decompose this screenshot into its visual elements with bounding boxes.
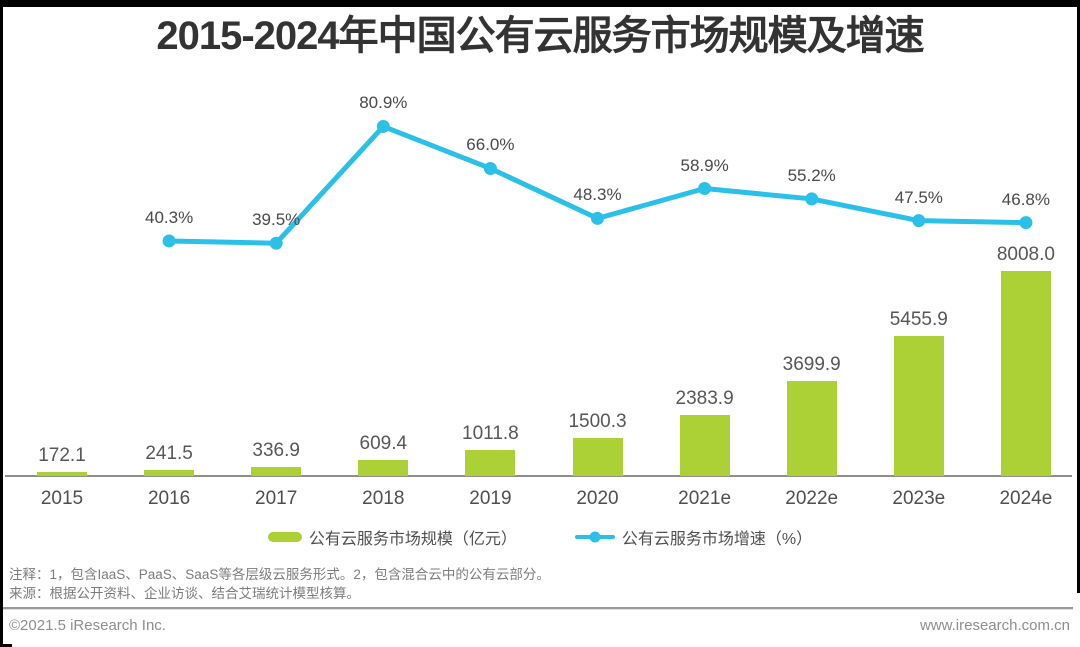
growth-line-point xyxy=(483,161,497,175)
bar-value-label-2018: 609.4 xyxy=(359,433,408,455)
growth-line-point xyxy=(698,182,712,196)
bar-value-label-2024e: 8008.0 xyxy=(996,244,1055,265)
market-size-bar-2021e xyxy=(679,414,730,476)
growth-value-label-2022e: 55.2% xyxy=(787,165,836,185)
bar-value-label-2015: 172.1 xyxy=(38,444,86,466)
bar-value-label-2017: 336.9 xyxy=(252,440,300,462)
legend-label-market-size: 公有云服务市场规模（亿元） xyxy=(308,531,517,548)
growth-value-label-2023e: 47.5% xyxy=(894,187,943,207)
market-size-bar-2020 xyxy=(572,437,623,476)
legend-item-growth-rate: 公有云服务市场增速（%） xyxy=(574,525,813,549)
growth-line-point xyxy=(591,211,604,225)
growth-value-label-2018: 80.9% xyxy=(359,93,408,113)
growth-value-label-2020: 48.3% xyxy=(573,185,622,205)
bar-series-swatch-icon xyxy=(267,532,302,542)
market-size-bar-2022e xyxy=(786,381,837,476)
window-edge-top xyxy=(0,0,1080,7)
website-url-text: www.iresearch.com.cn xyxy=(919,617,1070,634)
market-size-bar-2015 xyxy=(37,471,87,476)
growth-line-point xyxy=(376,119,390,133)
x-axis-label-2018: 2018 xyxy=(362,488,405,509)
note-line-2: 来源：根据公开资料、企业访谈、结合艾瑞统计模型核算。 xyxy=(9,586,360,601)
growth-line-point xyxy=(269,236,283,250)
note-line-1: 注释：1，包含IaaS、PaaS、SaaS等各层级云服务形式。2，包含混合云中的… xyxy=(9,567,550,582)
x-axis-label-2021e: 2021e xyxy=(678,488,732,509)
x-axis-label-2019: 2019 xyxy=(469,488,512,509)
bar-value-label-2022e: 3699.9 xyxy=(782,354,841,376)
x-axis-label-2016: 2016 xyxy=(147,488,191,509)
growth-line-point xyxy=(1019,216,1033,230)
bar-value-label-2016: 241.5 xyxy=(145,442,193,464)
x-axis-label-2015: 2015 xyxy=(40,488,84,509)
x-axis-label-2017: 2017 xyxy=(255,488,298,509)
growth-value-label-2021e: 58.9% xyxy=(680,155,729,175)
window-edge-bottom-left xyxy=(0,644,12,647)
copyright-text: ©2021.5 iResearch Inc. xyxy=(9,617,166,634)
market-size-bar-2019 xyxy=(465,450,516,476)
market-size-bar-2024e xyxy=(1000,271,1051,476)
legend-label-growth-rate: 公有云服务市场增速（%） xyxy=(621,531,813,548)
growth-value-label-2024e: 46.8% xyxy=(1001,189,1050,209)
bar-value-label-2023e: 5455.9 xyxy=(889,309,948,331)
x-axis-label-2024e: 2024e xyxy=(999,488,1053,509)
chart-title: 2015-2024年中国公有云服务市场规模及增速 xyxy=(156,14,924,58)
growth-line-point xyxy=(162,234,176,248)
footnotes: 注释：1，包含IaaS、PaaS、SaaS等各层级云服务形式。2，包含混合云中的… xyxy=(9,565,550,603)
bar-value-label-2019: 1011.8 xyxy=(462,423,519,445)
market-size-bar-2018 xyxy=(358,460,409,476)
bar-value-label-2021e: 2383.9 xyxy=(675,387,734,409)
growth-value-label-2019: 66.0% xyxy=(466,135,515,155)
chart-legend: 公有云服务市场规模（亿元） 公有云服务市场增速（%） xyxy=(0,524,1080,550)
growth-line-point xyxy=(912,214,926,228)
legend-item-market-size: 公有云服务市场规模（亿元） xyxy=(267,525,517,549)
footer-divider xyxy=(0,607,1073,610)
growth-value-label-2017: 39.5% xyxy=(252,210,301,230)
market-size-bar-2023e xyxy=(893,336,944,476)
market-size-bar-2016 xyxy=(144,469,195,476)
market-size-bar-2017 xyxy=(251,467,302,476)
x-axis-line xyxy=(5,475,1072,477)
x-axis-label-2020: 2020 xyxy=(576,488,619,509)
bar-value-label-2020: 1500.3 xyxy=(568,410,627,432)
x-axis-label-2022e: 2022e xyxy=(785,488,839,509)
growth-value-label-2016: 40.3% xyxy=(144,207,194,227)
window-edge-right xyxy=(1077,0,1080,593)
x-axis-label-2023e: 2023e xyxy=(892,488,946,509)
line-series-swatch-icon xyxy=(574,531,615,543)
growth-line-point xyxy=(805,192,819,206)
window-edge-left xyxy=(0,0,3,647)
